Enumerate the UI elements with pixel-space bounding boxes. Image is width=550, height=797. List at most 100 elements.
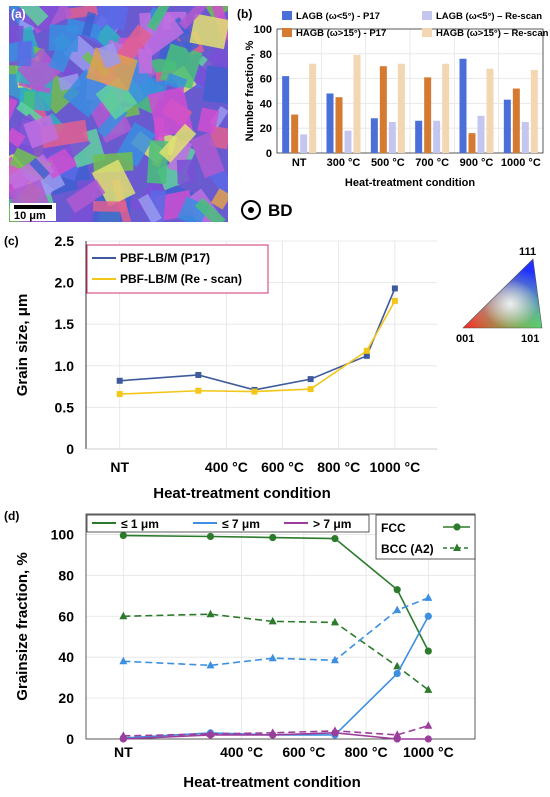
x-tick-d: 800 °C — [345, 744, 388, 760]
bar-b — [415, 120, 423, 153]
chart-b: 0 20 40 60 80 100 NT 300 °C 500 °C 700 °C 900 °C 10… — [244, 11, 549, 189]
data-point-d — [119, 531, 127, 540]
y-tick-d: 80 — [58, 567, 74, 583]
bar-b — [300, 134, 308, 153]
axes-frame-d — [85, 513, 476, 740]
y-axis-label-d: Grainsize fraction, % — [14, 552, 31, 700]
legend-swatch-b — [422, 11, 432, 20]
legend-label-c: PBF-LB/M (Re - scan) — [120, 272, 242, 286]
chart-d: 0 20 40 60 80 100 NT 400 °C 600 °C 800 °C 1000 °C H… — [14, 513, 476, 791]
bd-symbol: BD — [241, 200, 293, 220]
ebsd-grain — [202, 65, 228, 106]
ebsd-grain — [15, 6, 49, 27]
bar-b — [442, 63, 450, 153]
x-axis-label-c: Heat-treatment condition — [153, 485, 331, 502]
y-tick-c: 1.0 — [55, 358, 75, 374]
legend-label-d: > 7 μm — [313, 517, 351, 531]
ebsd-grain — [9, 127, 26, 148]
y-tick-c: 0 — [66, 441, 74, 457]
legend-box-d-size — [86, 514, 370, 533]
bar-b — [530, 69, 538, 153]
y-tick-d: 100 — [51, 526, 75, 542]
data-point-d — [268, 728, 277, 736]
series-line-d — [123, 732, 429, 740]
data-point-d — [206, 729, 215, 737]
data-point-d — [269, 533, 277, 542]
ebsd-grain — [86, 47, 138, 91]
data-point-c — [116, 391, 123, 398]
x-tick-c: 800 °C — [317, 459, 360, 475]
ebsd-grain — [210, 188, 228, 210]
panel-label-a: (a) — [11, 7, 26, 21]
ebsd-grain — [23, 114, 59, 149]
data-point-d — [119, 611, 128, 620]
data-point-c — [251, 388, 258, 395]
y-tick-c: 2.0 — [55, 275, 75, 291]
legend-label-d: BCC (A2) — [381, 542, 434, 556]
data-point-d — [206, 532, 215, 541]
legend-label-b: HAGB (ω>15°) - P17 — [296, 28, 386, 39]
ipf-label-111: 111 — [519, 246, 536, 258]
bar-b — [503, 99, 511, 153]
data-point-d — [206, 609, 215, 618]
x-tick-c: 400 °C — [205, 459, 248, 475]
data-point-d — [268, 616, 277, 625]
legend-box-d-phase — [375, 514, 476, 560]
ebsd-grain — [167, 138, 193, 174]
ebsd-grain — [16, 101, 43, 125]
chart-c: 0 0.5 1.0 1.5 2.0 2.5 NT 400 °C 600 °C 800 °C 1000… — [14, 233, 437, 502]
x-tick-d: 600 °C — [282, 744, 325, 760]
y-tick-c: 1.5 — [55, 316, 75, 332]
data-point-c — [195, 387, 202, 394]
ebsd-grain — [136, 13, 184, 57]
ebsd-grain — [146, 6, 177, 32]
data-point-d — [119, 656, 128, 665]
series-line-d — [123, 613, 429, 691]
legend-label-b: LAGB (ω<5°) - P17 — [296, 11, 380, 22]
series-line-c — [119, 300, 396, 395]
ebsd-grain — [176, 159, 195, 185]
ebsd-map — [9, 6, 228, 222]
x-tick-b: 700 °C — [415, 157, 449, 169]
ebsd-grain — [48, 45, 73, 73]
ebsd-grain — [189, 13, 228, 50]
ebsd-grain — [138, 48, 153, 74]
y-tick-c: 2.5 — [55, 233, 75, 249]
x-tick-c: 1000 °C — [370, 459, 421, 475]
panel-label-b: (b) — [237, 7, 252, 21]
bar-b — [468, 133, 476, 153]
y-tick-b: 80 — [260, 49, 272, 61]
data-point-d — [268, 653, 277, 662]
data-point-d — [424, 685, 433, 693]
x-tick-b: 1000 °C — [501, 157, 541, 169]
data-point-d — [331, 534, 339, 543]
bar-b — [370, 118, 378, 153]
ebsd-grain — [48, 24, 79, 52]
ebsd-grain — [81, 11, 96, 37]
y-axis-label-c: Grain size, μm — [14, 294, 31, 397]
y-tick-d: 40 — [58, 649, 74, 665]
scale-bar-label: 10 μm — [14, 210, 46, 222]
legend-label-b: LAGB (ω<5°) – Re-scan — [436, 11, 542, 22]
bar-b — [459, 58, 467, 154]
x-tick-d: NT — [114, 744, 133, 760]
ebsd-grain — [197, 107, 220, 135]
data-point-c — [307, 376, 314, 383]
ipf-label-001: 001 — [456, 333, 474, 345]
data-point-d — [424, 593, 433, 601]
legend-marker-d — [453, 543, 461, 551]
bar-b — [477, 115, 485, 153]
bar-b — [424, 77, 432, 153]
ebsd-grain — [66, 179, 106, 214]
data-point-c — [363, 347, 370, 354]
scale-bar: 10 μm — [10, 203, 56, 222]
data-point-d — [119, 731, 128, 739]
legend-label-c: PBF-LB/M (P17) — [120, 251, 210, 265]
data-point-d — [424, 612, 432, 620]
data-point-d — [424, 647, 432, 655]
x-axis-label-b: Heat-treatment condition — [345, 177, 475, 189]
ebsd-grain — [9, 153, 55, 195]
x-tick-b: 500 °C — [371, 157, 405, 169]
ebsd-grain — [190, 132, 225, 179]
